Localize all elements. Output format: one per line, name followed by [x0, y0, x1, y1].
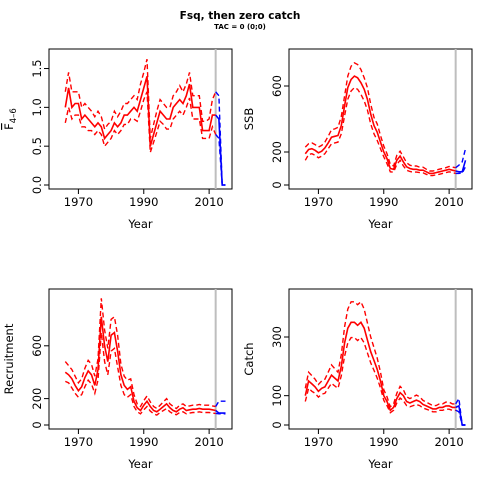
x-tick-label: 2010: [434, 195, 463, 209]
x-axis-label: Year: [367, 457, 393, 471]
y-tick-label: 0: [270, 421, 284, 428]
historical-median-line: [64, 76, 216, 147]
projection-median-line: [215, 409, 226, 414]
historical-median-line: [304, 75, 456, 175]
plot-frame: [48, 48, 233, 190]
projection-lower-bound-line: [215, 134, 226, 186]
panel-f: 1970 1990 2010 Year 0.0 0.5 1.0 1.5 F4–6: [2, 48, 233, 231]
y-axis-label: Catch: [242, 342, 256, 375]
historical-median-line: [64, 316, 216, 413]
x-tick-label: 1970: [304, 435, 333, 449]
x-axis-label: Year: [127, 457, 153, 471]
projection-upper-bound-line: [215, 400, 226, 407]
historical-upper-bound-line: [304, 300, 456, 409]
figure-subtitle: TAC = 0 (0;0): [214, 23, 266, 31]
x-tick-label: 1990: [129, 195, 158, 209]
historical-upper-bound-line: [64, 298, 216, 410]
plot-frame: [48, 288, 233, 430]
panel-recruitment: 1970 1990 2010 Year 0 200 600 Recruitment: [2, 288, 233, 471]
y-tick-label: 100: [270, 385, 284, 407]
plot-frame: [288, 48, 473, 190]
y-axis-label: SSB: [242, 108, 256, 131]
y-tick-label: 1.5: [30, 59, 44, 77]
projection-upper-bound-line: [215, 91, 226, 186]
x-tick-label: 1970: [64, 435, 93, 449]
projection-upper-bound-line: [455, 396, 466, 426]
y-axis-label-subscript: 4–6: [9, 108, 19, 123]
y-tick-label: 0: [270, 181, 284, 188]
historical-median-line: [304, 321, 456, 412]
y-tick-label: 600: [30, 335, 44, 357]
historical-lower-bound-line: [304, 336, 456, 414]
y-tick-label: 0.5: [30, 137, 44, 155]
x-tick-label: 1990: [369, 195, 398, 209]
historical-upper-bound-line: [64, 59, 217, 139]
x-tick-label: 2010: [194, 195, 223, 209]
y-axis-label: F4–6: [2, 108, 19, 130]
x-tick-label: 1970: [304, 195, 333, 209]
historical-upper-bound-line: [304, 62, 456, 172]
x-axis-label: Year: [367, 217, 393, 231]
figure-title: Fsq, then zero catch: [179, 10, 301, 22]
y-axis-label: Recruitment: [2, 323, 16, 394]
y-tick-label: 0.0: [30, 176, 44, 194]
x-axis-label: Year: [127, 217, 153, 231]
y-axis-label-main: F: [2, 123, 16, 130]
historical-lower-bound-line: [304, 86, 456, 177]
historical-lower-bound-line: [64, 91, 217, 153]
historical-lower-bound-line: [65, 332, 216, 416]
projection-upper-bound-line: [455, 148, 467, 169]
projection-median-line: [455, 160, 467, 173]
x-tick-label: 1990: [369, 435, 398, 449]
panel-catch: 1970 1990 2010 Year 0 100 300 Catch: [242, 288, 473, 471]
y-tick-label: 600: [270, 75, 284, 97]
x-tick-label: 2010: [194, 435, 223, 449]
x-tick-label: 1990: [129, 435, 158, 449]
projection-lower-bound-line: [455, 166, 467, 175]
panel-ssb: 1970 1990 2010 Year 0 200 600 SSB: [242, 48, 473, 231]
plot-frame: [288, 288, 473, 430]
y-tick-label: 300: [270, 326, 284, 348]
y-tick-label: 1.0: [30, 98, 44, 116]
x-tick-label: 1970: [64, 195, 93, 209]
y-tick-label: 0: [30, 421, 44, 428]
x-tick-label: 2010: [434, 435, 463, 449]
y-tick-label: 200: [30, 388, 44, 410]
y-tick-label: 200: [270, 141, 284, 163]
